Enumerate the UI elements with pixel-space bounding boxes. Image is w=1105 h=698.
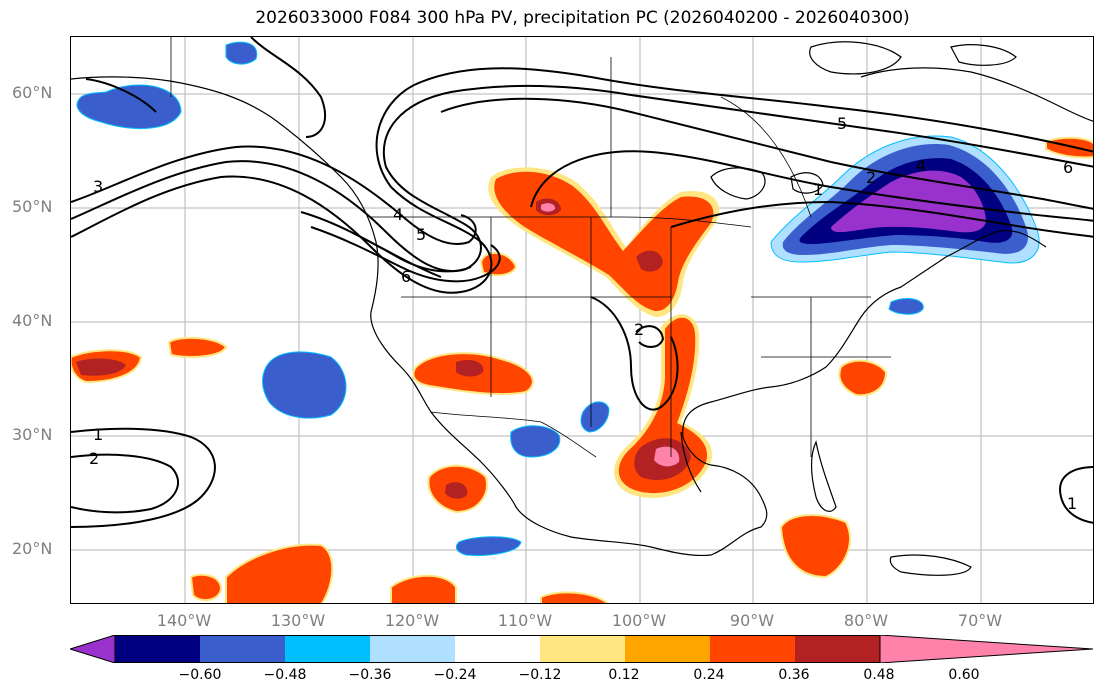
colorbar-extend-min [70, 635, 116, 663]
colorbar-cell [285, 635, 370, 663]
contour-label-1b: 1 [813, 180, 823, 199]
contour-label-1c: 1 [1067, 494, 1077, 513]
lat-label-20n: 20°N [12, 539, 53, 558]
negative-anomaly-northeast [76, 41, 1040, 556]
colorbar-tick: 0.60 [948, 667, 980, 683]
contour-labels: 3 4 5 6 1 2 5 6 1 2 4 2 1 [89, 114, 1077, 513]
colorbar-tick: 0.36 [778, 667, 810, 683]
lon-label-80w: 80°W [843, 611, 889, 630]
contour-label-1: 1 [93, 425, 103, 444]
colorbar-cell [200, 635, 285, 663]
colorbar-tick: −0.24 [433, 667, 477, 683]
colorbar [70, 635, 1094, 663]
pv-contours [71, 37, 1093, 528]
lat-label-60n: 60°N [12, 83, 53, 102]
lat-label-30n: 30°N [12, 425, 53, 444]
colorbar-extend-max [879, 635, 1094, 663]
contour-label-4: 4 [393, 205, 403, 224]
colorbar-tick: 0.24 [693, 667, 725, 683]
lon-label-90w: 90°W [729, 611, 775, 630]
gridlines [71, 37, 1093, 603]
contour-label-6b: 6 [1063, 158, 1073, 177]
colorbar-cell [795, 635, 880, 663]
colorbar-cell [710, 635, 795, 663]
contour-label-5b: 5 [837, 114, 847, 133]
lon-label-100w: 100°W [611, 611, 667, 630]
coastlines [71, 41, 1093, 576]
contour-label-4b: 4 [916, 156, 926, 175]
colorbar-cells [70, 635, 1094, 663]
colorbar-tick: −0.36 [348, 667, 392, 683]
political-borders [170, 37, 891, 458]
colorbar-tick: 0.48 [863, 667, 895, 683]
colorbar-tick: −0.12 [518, 667, 562, 683]
map-panel[interactable]: 3 4 5 6 1 2 5 6 1 2 4 2 1 [70, 36, 1094, 604]
colorbar-cell [625, 635, 710, 663]
colorbar-cell [455, 635, 540, 663]
colorbar-tick: 0.12 [608, 667, 640, 683]
map-canvas: 3 4 5 6 1 2 5 6 1 2 4 2 1 [71, 37, 1093, 603]
colorbar-tick: −0.60 [178, 667, 222, 683]
lon-label-110w: 110°W [497, 611, 553, 630]
contour-label-6: 6 [401, 267, 411, 286]
colorbar-cell [370, 635, 455, 663]
lat-label-40n: 40°N [12, 311, 53, 330]
contour-label-5: 5 [416, 225, 426, 244]
lat-label-50n: 50°N [12, 197, 53, 216]
map-title: 2026033000 F084 300 hPa PV, precipitatio… [255, 8, 910, 28]
lon-label-70w: 70°W [957, 611, 1003, 630]
colorbar-border [114, 635, 881, 663]
colorbar-cell [540, 635, 625, 663]
contour-label-2b: 2 [866, 168, 876, 187]
lon-label-130w: 130°W [270, 611, 326, 630]
lon-label-140w: 140°W [156, 611, 212, 630]
colorbar-tick: −0.48 [263, 667, 307, 683]
contour-label-2: 2 [89, 449, 99, 468]
lon-label-120w: 120°W [384, 611, 440, 630]
contour-label-3: 3 [93, 177, 103, 196]
colorbar-cell [115, 635, 200, 663]
contour-label-2c: 2 [634, 320, 644, 339]
